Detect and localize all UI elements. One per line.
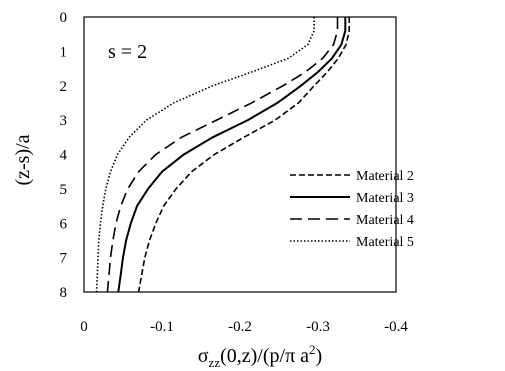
y-tick-labels: 0 1 2 3 4 5 6 7 8 [60, 10, 68, 301]
x-tick-label: -0.2 [228, 319, 252, 335]
x-axis-label-close: ) [316, 345, 323, 367]
y-tick-label: 7 [60, 251, 68, 267]
series-lines [95, 17, 350, 293]
x-axis-label-superscript: 2 [309, 342, 316, 357]
x-tick-label: -0.3 [306, 319, 330, 335]
series-line [117, 17, 347, 293]
y-tick-label: 0 [60, 10, 68, 26]
x-tick-label: 0 [80, 319, 88, 335]
series-line [137, 17, 350, 293]
x-tick-label: -0.4 [384, 319, 408, 335]
x-axis-label-main: (0,z)/(p/π a [220, 345, 309, 367]
legend-label: Material 5 [356, 235, 414, 250]
legend-label: Material 2 [356, 169, 414, 184]
x-axis-label-sigma: σ [198, 345, 209, 367]
y-axis-label: (z-s)/a [12, 134, 34, 185]
x-tick-label: -0.1 [150, 319, 174, 335]
y-tick-label: 3 [60, 113, 68, 129]
y-tick-label: 4 [60, 148, 68, 164]
plot-area [83, 16, 397, 293]
y-tick-label: 2 [60, 79, 68, 95]
x-axis-label-subscript: zz [209, 355, 221, 370]
legend-label: Material 4 [356, 213, 414, 228]
series-line [95, 17, 315, 293]
y-tick-label: 5 [60, 182, 68, 198]
series-line [106, 17, 339, 293]
y-tick-label: 8 [60, 285, 68, 301]
x-tick-labels: 0 -0.1 -0.2 -0.3 -0.4 [80, 319, 408, 335]
x-axis-label: σzz(0,z)/(p/π a2) [198, 342, 322, 370]
y-tick-label: 1 [60, 44, 68, 60]
legend: Material 2 Material 3 Material 4 Material 5 [290, 169, 414, 250]
chart-annotation: s = 2 [108, 41, 147, 63]
legend-label: Material 3 [356, 191, 414, 206]
y-tick-label: 6 [60, 216, 68, 232]
